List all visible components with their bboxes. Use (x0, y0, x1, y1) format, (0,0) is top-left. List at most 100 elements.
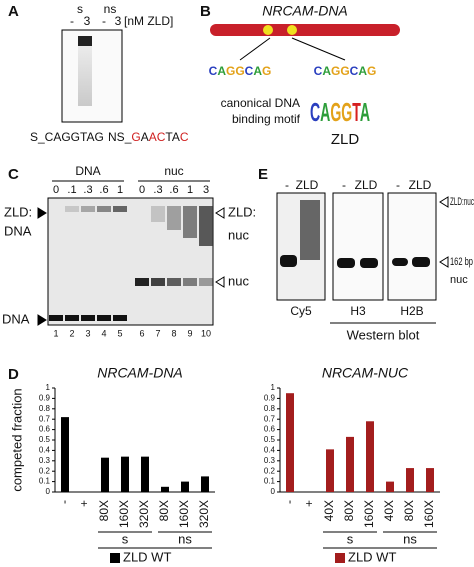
x-tick-label: 80X (402, 500, 416, 521)
smear (78, 46, 92, 106)
panel-label: D (8, 366, 19, 383)
band (151, 278, 165, 286)
letter: A (358, 64, 367, 78)
gel-h3 (332, 192, 384, 301)
label: [nM ZLD] (124, 14, 173, 28)
band (81, 315, 95, 321)
bar (346, 436, 354, 492)
y-tick-label: 1 (46, 383, 51, 392)
letter: C (209, 64, 218, 78)
bar (61, 417, 69, 492)
y-tick-label: 0.3 (264, 456, 276, 465)
label: 0 (139, 184, 145, 196)
label: - (342, 178, 346, 192)
band (113, 206, 127, 212)
letter: C (157, 130, 166, 144)
label: 3 (203, 184, 209, 196)
label: 162 bp (450, 256, 473, 268)
letter: C (245, 64, 254, 78)
lane-number: 8 (171, 328, 176, 338)
x-tick-label: 160X (362, 500, 376, 528)
bar (101, 457, 109, 492)
y-tick-label: 1 (271, 383, 276, 392)
letter: A (360, 97, 370, 127)
bar (201, 476, 209, 492)
bar (326, 449, 334, 492)
logo: CAGGTA (310, 97, 370, 127)
label: ZLD:nuc (450, 196, 474, 208)
label: - (102, 14, 106, 28)
x-tick-label: - (282, 500, 296, 504)
band (151, 206, 165, 222)
bar (121, 456, 129, 492)
x-tick-label: 80X (157, 500, 171, 521)
lane-number: 4 (101, 328, 106, 338)
letter: A (322, 64, 331, 78)
arrowhead (215, 207, 225, 219)
x-tick-label: + (302, 500, 316, 507)
label: DNA (4, 223, 32, 238)
letter: T (352, 97, 361, 127)
y-tick-label: 0.6 (39, 425, 51, 434)
label: - (70, 14, 74, 28)
label: .3 (83, 184, 92, 196)
y-tick-label: 0.2 (264, 466, 276, 475)
dna-helix (210, 24, 400, 61)
label: nuc (164, 164, 183, 178)
label: .6 (169, 184, 178, 196)
lane-number: 10 (201, 328, 211, 338)
legend-swatch (335, 553, 345, 563)
probe: NS_GAACTAC (108, 130, 189, 144)
letter: G (331, 64, 340, 78)
label: s (122, 531, 129, 546)
site: CAGGCAG (314, 64, 377, 78)
label: nuc (450, 274, 468, 286)
letter: G (131, 130, 140, 144)
band (97, 206, 111, 212)
letter: S (117, 130, 125, 144)
letter: G (341, 97, 352, 127)
panel-label: B (200, 3, 211, 20)
label: DNA (75, 164, 100, 178)
y-tick-label: 0.8 (39, 404, 51, 413)
y-tick-label: 0 (46, 487, 51, 496)
bar (161, 486, 169, 492)
letter: G (226, 64, 235, 78)
band (167, 206, 181, 230)
band (199, 278, 213, 286)
letter: _ (124, 130, 132, 144)
label: s (347, 531, 354, 546)
label: nuc (228, 227, 249, 242)
y-tick-label: 0.7 (39, 414, 51, 423)
letter: A (217, 64, 226, 78)
label: canonical DNA (221, 96, 300, 110)
label: ns (403, 531, 417, 546)
label: ns (104, 2, 117, 16)
legend-swatch (110, 553, 120, 563)
bar (141, 456, 149, 492)
band (97, 315, 111, 321)
y-tick-label: 0.4 (39, 446, 51, 455)
band (65, 206, 79, 212)
panel-label: E (258, 166, 268, 183)
label: ZLD (296, 178, 319, 192)
x-tick-label: + (77, 500, 91, 507)
x-tick-label: 160X (177, 500, 191, 528)
letter: T (165, 130, 173, 144)
letter: G (330, 97, 341, 127)
band (81, 206, 95, 212)
x-tick-label: 80X (97, 500, 111, 521)
label: 3 (84, 14, 91, 28)
band (135, 278, 149, 286)
chart-title: NRCAM-DNA (97, 365, 183, 381)
letter: C (350, 64, 359, 78)
y-tick-label: 0.9 (264, 394, 276, 403)
label: binding motif (232, 112, 301, 126)
band (49, 315, 63, 321)
chart-title: NRCAM-NUC (322, 365, 409, 381)
letter: A (172, 130, 180, 144)
label: - (396, 178, 400, 192)
arrowhead (439, 196, 449, 208)
letter: G (262, 64, 271, 78)
label: 1 (117, 184, 123, 196)
